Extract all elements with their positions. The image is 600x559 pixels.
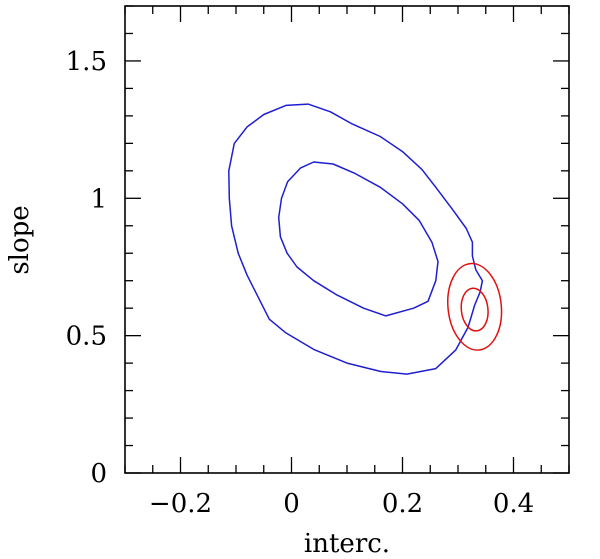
ticks: [124, 5, 570, 474]
contour-red-1: [447, 262, 503, 351]
y-tick-label: 1: [90, 184, 107, 214]
plot-frame: [124, 5, 570, 474]
contour-red-2: [460, 287, 489, 332]
contour-blue-1: [228, 103, 484, 375]
x-tick-label: 0.2: [382, 489, 423, 519]
x-tick-label: 0.4: [493, 489, 534, 519]
contour-blue-2: [277, 161, 439, 317]
contours: [228, 103, 503, 375]
y-axis-title: slope: [5, 205, 35, 274]
x-tick-label: 0: [283, 489, 300, 519]
x-tick-label: −0.2: [149, 489, 212, 519]
y-tick-label: 1.5: [66, 47, 107, 77]
x-axis-title: interc.: [304, 529, 390, 559]
y-tick-label: 0: [90, 459, 107, 489]
tick-labels: −0.2 0 0.2 0.4 0 0.5 1 1.5: [66, 47, 535, 519]
y-tick-label: 0.5: [66, 322, 107, 352]
